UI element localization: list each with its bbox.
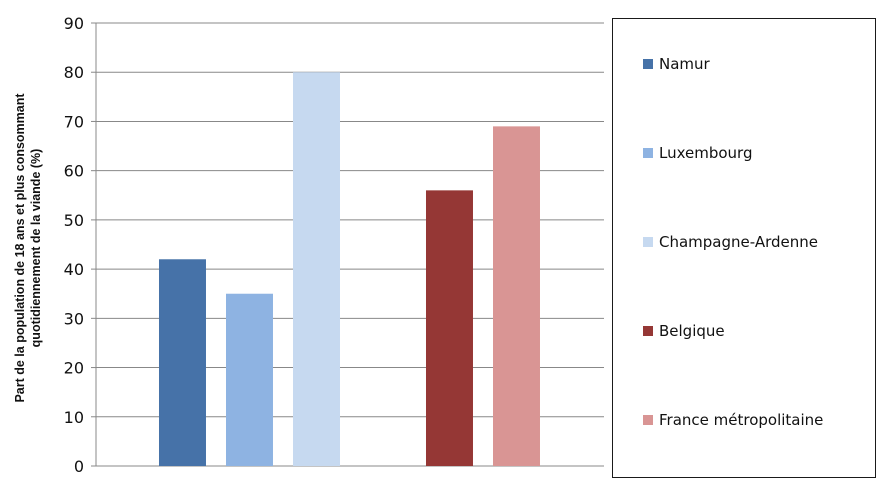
legend-swatch-france-metropolitaine [643,415,653,425]
y-tick-label: 20 [64,359,84,378]
y-tick-label: 30 [64,309,84,328]
legend-swatch-namur [643,59,653,69]
legend-label-france-metropolitaine: France métropolitaine [659,411,824,429]
y-tick-label: 0 [74,457,84,476]
y-tick-label: 50 [64,211,84,230]
bar-france-metropolitaine [493,126,540,466]
bar-namur [158,259,206,466]
legend-swatch-champagne-ardenne [643,237,653,247]
bar-belgique [425,190,473,466]
legend-item-namur: Namur [643,54,710,74]
bar-luxembourg [225,293,273,466]
y-tick-label: 90 [64,14,84,33]
y-tick-label: 80 [64,63,84,82]
legend-label-namur: Namur [659,55,710,73]
y-axis-label-line-1: Part de la population de 18 ans et plus … [13,93,27,403]
legend-item-france-metropolitaine: France métropolitaine [643,410,823,430]
legend-item-champagne-ardenne: Champagne-Ardenne [643,232,818,252]
legend-label-champagne-ardenne: Champagne-Ardenne [659,233,818,251]
legend-label-belgique: Belgique [659,322,725,340]
legend-swatch-belgique [643,326,653,336]
y-tick-label: 60 [64,162,84,181]
y-tick-label: 10 [64,408,84,427]
y-axis-label-line-2: quotidiennement de la viande (%) [29,148,43,348]
legend-swatch-luxembourg [643,148,653,158]
legend-label-luxembourg: Luxembourg [659,144,753,162]
y-axis-label: Part de la population de 18 ans et plus … [12,28,52,468]
bar-champagne-ardenne [293,72,340,466]
y-tick-label: 40 [64,260,84,279]
legend-item-belgique: Belgique [643,321,725,341]
y-tick-label: 70 [64,112,84,131]
legend-item-luxembourg: Luxembourg [643,143,753,163]
legend: Namur Luxembourg Champagne-Ardenne Belgi… [612,18,876,478]
